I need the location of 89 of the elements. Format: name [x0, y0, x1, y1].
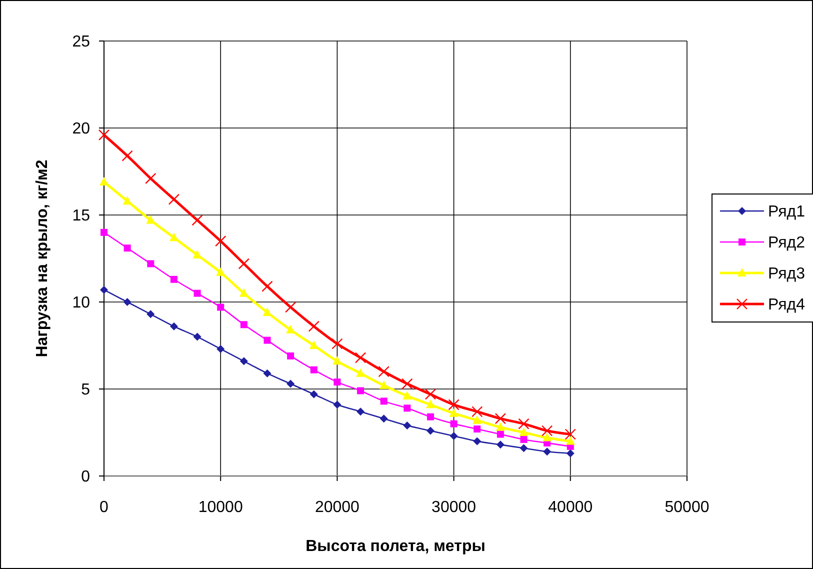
- point: [496, 430, 504, 438]
- point: [216, 344, 225, 353]
- point: [380, 398, 388, 405]
- point: [284, 302, 296, 313]
- point: [496, 422, 505, 431]
- point: [520, 436, 528, 443]
- point: [217, 304, 224, 311]
- y-tick-label: 25: [72, 34, 90, 51]
- y-tick-label: 0: [81, 468, 90, 486]
- point: [380, 414, 388, 423]
- point: [146, 310, 155, 318]
- point: [450, 420, 458, 428]
- legend-label: Ряд1: [768, 204, 806, 221]
- point: [170, 276, 178, 283]
- y-tick-label: 15: [72, 208, 90, 225]
- point: [100, 228, 108, 236]
- point: [496, 440, 504, 449]
- point: [240, 321, 248, 328]
- point: [426, 426, 434, 435]
- point: [426, 413, 434, 420]
- point: [263, 369, 272, 378]
- point: [518, 418, 530, 430]
- point: [448, 399, 460, 410]
- x-tick-label: 10000: [198, 499, 243, 516]
- x-tick-label: 50000: [664, 499, 710, 516]
- point: [473, 437, 482, 446]
- point: [308, 320, 320, 332]
- point: [122, 196, 132, 205]
- point: [124, 244, 131, 252]
- point: [541, 425, 553, 436]
- y-tick-label: 5: [81, 382, 90, 399]
- point: [334, 378, 341, 386]
- point: [356, 408, 365, 416]
- point: [357, 387, 364, 394]
- point: [332, 338, 343, 350]
- point: [286, 380, 295, 388]
- point: [450, 432, 458, 440]
- point: [472, 406, 483, 418]
- point: [100, 286, 108, 294]
- point: [194, 290, 201, 297]
- point: [287, 352, 294, 360]
- legend-label: Ряд4: [768, 296, 806, 314]
- point: [193, 332, 202, 341]
- point: [494, 412, 506, 424]
- point: [354, 352, 366, 364]
- point: [542, 432, 552, 442]
- y-tick-label: 20: [72, 120, 90, 138]
- point: [333, 400, 342, 409]
- point: [310, 366, 318, 374]
- point: [378, 366, 390, 378]
- x-tick-label: 40000: [548, 499, 593, 516]
- y-axis-title: Нагрузка на крыло, кг/м2: [34, 160, 51, 358]
- point: [310, 390, 318, 398]
- point: [566, 449, 574, 458]
- point: [123, 298, 132, 306]
- point: [472, 415, 482, 424]
- point: [170, 322, 178, 330]
- legend-label: Ряд3: [768, 266, 806, 283]
- point: [403, 422, 412, 430]
- point: [356, 368, 366, 377]
- point: [147, 260, 154, 268]
- point: [402, 378, 413, 390]
- point: [239, 288, 248, 297]
- x-tick-label: 30000: [432, 499, 476, 516]
- x-tick-label: 0: [100, 499, 109, 516]
- point: [98, 129, 110, 141]
- point: [404, 404, 411, 412]
- x-axis-title: Высота полета, метры: [306, 538, 486, 555]
- point: [100, 176, 108, 186]
- point: [520, 444, 528, 452]
- point: [264, 336, 271, 344]
- point: [424, 388, 436, 400]
- point: [169, 232, 178, 242]
- y-tick-label: 10: [72, 294, 90, 312]
- point: [519, 428, 528, 436]
- point: [240, 357, 248, 366]
- legend-label: Ряд2: [768, 234, 806, 252]
- point: [449, 408, 458, 417]
- point: [216, 267, 226, 276]
- point: [474, 426, 481, 433]
- point: [379, 380, 388, 390]
- point: [543, 448, 552, 456]
- point: [426, 400, 435, 408]
- point: [262, 307, 272, 316]
- point: [566, 436, 575, 445]
- x-tick-label: 20000: [314, 499, 360, 516]
- point: [332, 356, 342, 365]
- point: [402, 390, 412, 400]
- point: [564, 428, 576, 440]
